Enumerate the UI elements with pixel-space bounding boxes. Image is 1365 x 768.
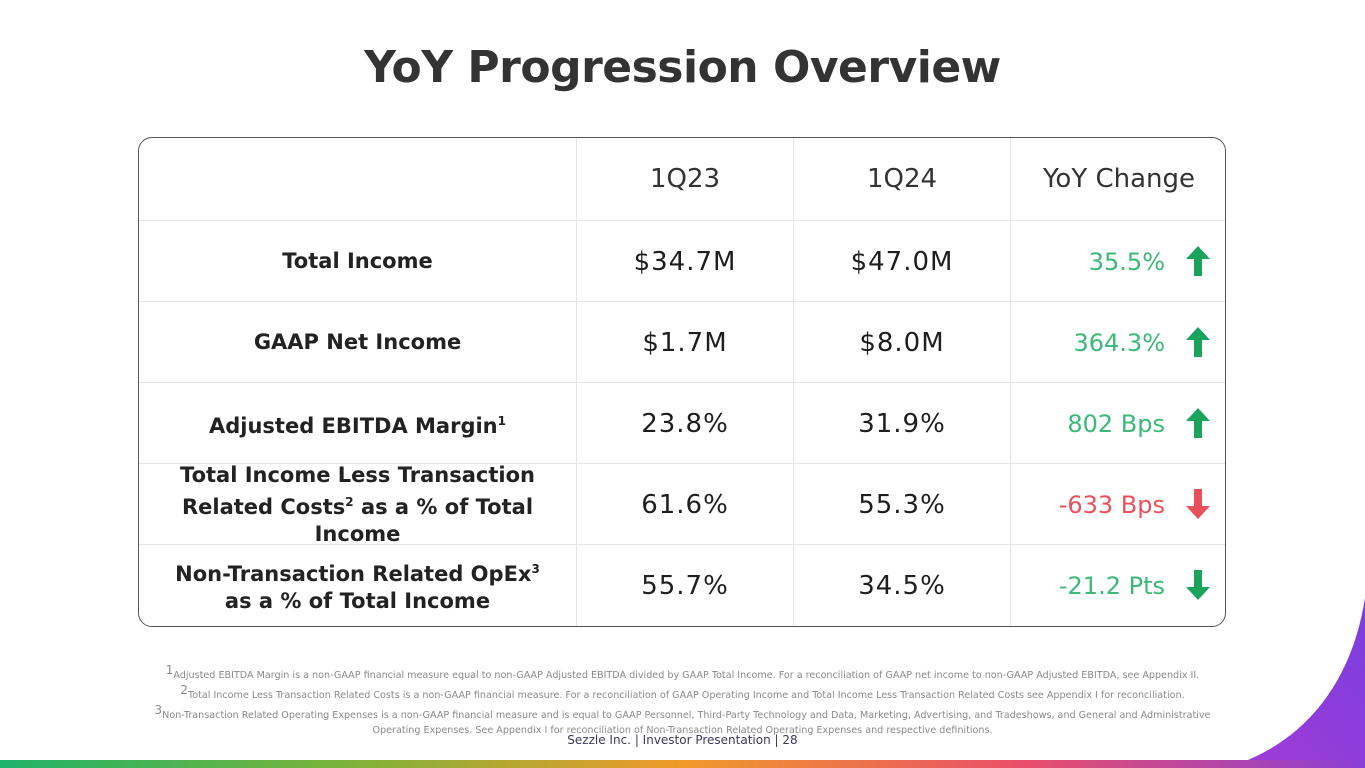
arrow-up-icon <box>1186 327 1210 357</box>
yoy-change-cell: 802 Bps <box>1010 383 1225 464</box>
footer-divider: | <box>634 733 643 747</box>
footnotes: 1Adjusted EBITDA Margin is a non-GAAP fi… <box>120 663 1245 738</box>
brand-gradient-bar <box>0 760 1365 768</box>
yoy-change-value: 35.5% <box>1088 247 1165 276</box>
value-1q24: 34.5% <box>793 545 1010 626</box>
value-1q23: $1.7M <box>576 302 793 383</box>
value-1q24: $8.0M <box>793 302 1010 383</box>
yoy-change-value: -21.2 Pts <box>1058 571 1165 600</box>
table-row: Non-Transaction Related OpEx3 as a % of T… <box>139 544 1225 626</box>
row-label: Total Income <box>282 249 433 273</box>
value-1q23: 61.6% <box>576 464 793 545</box>
footnote: Operating Expenses. See Appendix I for r… <box>372 724 993 736</box>
arrow-up-icon <box>1186 246 1210 276</box>
arrow-down-icon <box>1186 570 1210 600</box>
arrow-down-icon <box>1186 489 1210 519</box>
yoy-change-cell: 35.5% <box>1010 221 1225 302</box>
table-header-row: 1Q23 1Q24 YoY Change <box>139 138 1225 219</box>
value-1q23: 55.7% <box>576 545 793 626</box>
row-label: Adjusted EBITDA Margin1 <box>208 413 506 438</box>
header-1q23: 1Q23 <box>576 138 793 219</box>
footer-page-number: 28 <box>782 733 798 747</box>
row-label: GAAP Net Income <box>253 330 462 354</box>
header-1q24: 1Q24 <box>793 138 1010 219</box>
table-row: GAAP Net Income $1.7M $8.0M 364.3% <box>139 301 1225 383</box>
slide-title: YoY Progression Overview <box>364 42 1001 93</box>
yoy-change-cell: -21.2 Pts <box>1010 545 1225 626</box>
value-1q24: 31.9% <box>793 383 1010 464</box>
value-1q23: $34.7M <box>576 221 793 302</box>
table-row: Total Income Less Transaction Related Cos… <box>139 462 1225 546</box>
footnote: 2Total Income Less Transaction Related C… <box>180 683 1185 702</box>
slide-footer: Sezzle Inc. | Investor Presentation | 28 <box>0 733 1365 747</box>
arrow-up-icon <box>1186 408 1210 438</box>
yoy-change-value: 802 Bps <box>1067 409 1165 438</box>
footer-doc: Investor Presentation <box>642 733 771 747</box>
yoy-change-value: -633 Bps <box>1058 490 1165 519</box>
header-yoy-change: YoY Change <box>1010 138 1225 219</box>
yoy-change-cell: 364.3% <box>1010 302 1225 383</box>
footer-company: Sezzle Inc. <box>567 733 631 747</box>
row-label: Total Income Less Transaction Related Cos… <box>180 462 535 546</box>
yoy-change-cell: -633 Bps <box>1010 464 1225 545</box>
table-row: Total Income $34.7M $47.0M 35.5% <box>139 220 1225 302</box>
value-1q24: 55.3% <box>793 464 1010 545</box>
header-empty <box>139 138 576 219</box>
value-1q24: $47.0M <box>793 221 1010 302</box>
yoy-table: 1Q23 1Q24 YoY Change Total Income $34.7M… <box>138 137 1226 627</box>
yoy-change-value: 364.3% <box>1073 328 1165 357</box>
footer-divider: | <box>774 733 783 747</box>
value-1q23: 23.8% <box>576 383 793 464</box>
footnote: 1Adjusted EBITDA Margin is a non-GAAP fi… <box>165 663 1200 682</box>
table-row: Adjusted EBITDA Margin1 23.8% 31.9% 802 … <box>139 382 1225 464</box>
row-label: Non-Transaction Related OpEx3 as a % of T… <box>175 562 540 613</box>
footnote: 3Non-Transaction Related Operating Expen… <box>154 703 1211 722</box>
corner-swoosh-decoration <box>1225 598 1365 768</box>
